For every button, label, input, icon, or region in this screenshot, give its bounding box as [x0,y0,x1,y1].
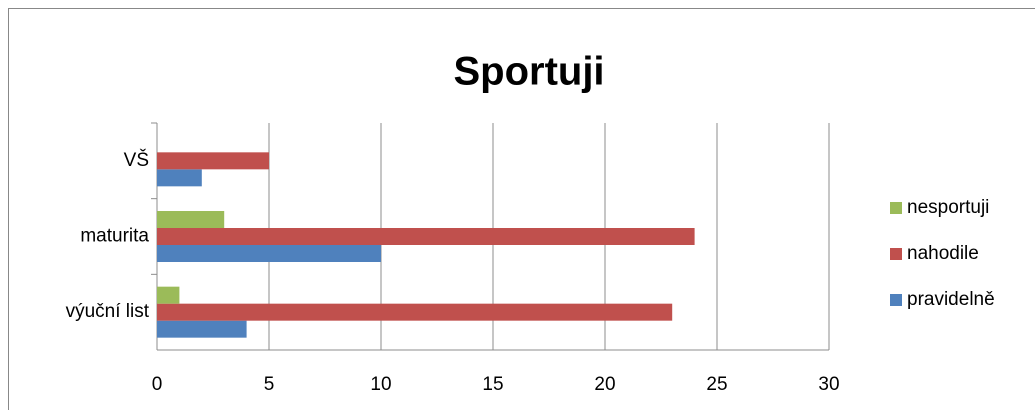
legend-swatch [890,248,902,260]
bar [157,228,695,245]
chart-title: Sportuji [453,50,604,94]
bar [157,152,269,170]
x-tick-label: 0 [152,374,163,395]
x-tick-label: 20 [594,374,615,395]
bar [157,320,247,338]
legend-label: nesportuji [907,197,989,218]
y-tick-label: výuční list [66,301,150,322]
legend-label: pravidelně [907,289,995,310]
legend-label: nahodile [907,243,979,264]
x-tick-label: 5 [264,374,275,395]
x-tick-label: 25 [706,374,727,395]
legend-swatch [890,294,902,306]
x-tick-label: 30 [818,374,839,395]
x-tick-label: 15 [482,374,503,395]
legend-swatch [890,202,902,214]
bar [157,303,673,321]
bar [157,211,225,228]
y-tick-label: maturita [80,226,149,247]
bar [157,286,180,304]
bar [157,245,381,262]
x-tick-label: 10 [370,374,391,395]
y-tick-label: VŠ [124,149,149,171]
bar [157,169,202,187]
chart-border [8,8,1035,410]
